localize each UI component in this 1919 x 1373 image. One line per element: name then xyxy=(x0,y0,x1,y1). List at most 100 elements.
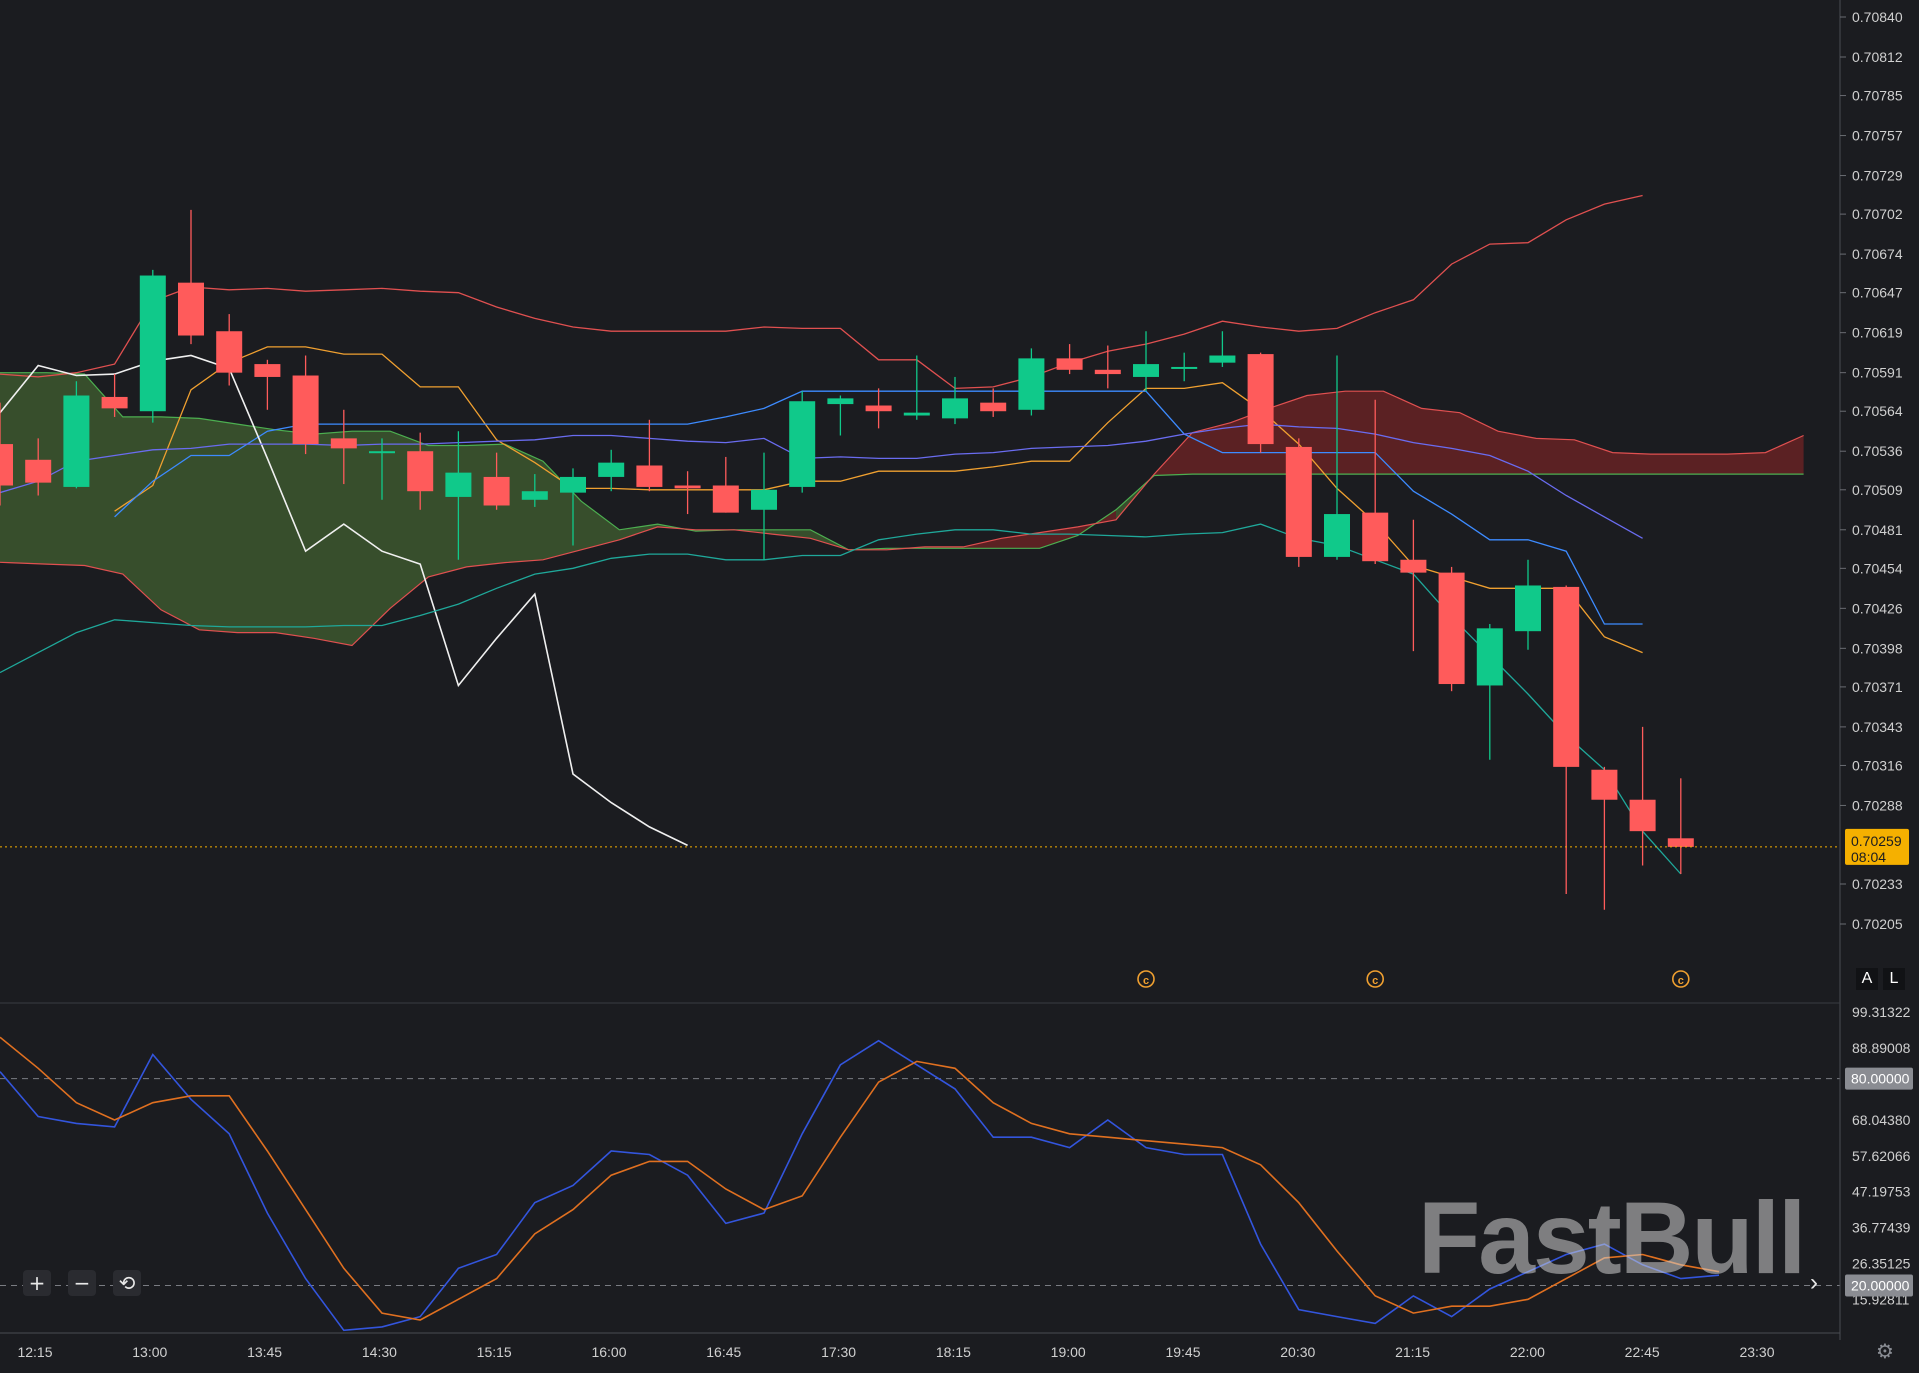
log-scale-button[interactable]: L xyxy=(1883,968,1905,990)
price-tick-label: 0.70398 xyxy=(1852,640,1903,656)
price-tick-label: 0.70343 xyxy=(1852,719,1903,735)
candle-body xyxy=(1591,769,1618,800)
candle-body xyxy=(674,485,701,489)
time-tick-label: 18:15 xyxy=(936,1344,971,1360)
candle-body xyxy=(1438,572,1465,685)
price-tick-label: 0.70702 xyxy=(1852,206,1903,222)
osc-tick-label: 36.77439 xyxy=(1852,1220,1911,1236)
osc-level-tag xyxy=(1845,1067,1913,1090)
candle-body xyxy=(1094,369,1121,375)
candle-body xyxy=(1476,628,1503,686)
cloud-span-b xyxy=(0,390,1804,647)
event-marker-glyph: c xyxy=(1678,975,1684,987)
candle-body xyxy=(712,485,739,513)
price-tick-label: 0.70205 xyxy=(1852,916,1903,932)
ichimoku-cloud xyxy=(0,372,1804,647)
candle-body xyxy=(865,405,892,412)
time-tick-label: 17:30 xyxy=(821,1344,856,1360)
osc-level-tag xyxy=(1845,1274,1913,1297)
price-tick-label: 0.70426 xyxy=(1852,600,1903,616)
candle-body xyxy=(63,395,90,487)
candle-body xyxy=(827,398,854,405)
reset-icon[interactable]: ⟲ xyxy=(113,1270,141,1296)
candle-body xyxy=(254,364,281,377)
candle-body xyxy=(1324,514,1350,557)
candle-body xyxy=(1667,838,1694,847)
osc-tick-label: 88.89008 xyxy=(1852,1040,1911,1056)
time-tick-label: 21:15 xyxy=(1395,1344,1430,1360)
osc-tick-label: 99.31322 xyxy=(1852,1004,1911,1020)
price-tick-label: 0.70591 xyxy=(1852,365,1903,381)
candle-body xyxy=(216,331,243,373)
candle-body xyxy=(1400,559,1427,573)
osc-stoch_k xyxy=(0,1039,1720,1332)
gear-icon[interactable]: ⚙ xyxy=(1876,1339,1894,1363)
candle-body xyxy=(1362,512,1389,562)
price-tick-label: 0.70647 xyxy=(1852,285,1903,301)
osc-tick-label: 57.62066 xyxy=(1852,1148,1911,1164)
candle-body xyxy=(980,402,1007,412)
time-tick-label: 16:00 xyxy=(591,1344,626,1360)
candle-body xyxy=(1515,585,1541,632)
line-stoch_k_mid xyxy=(0,423,1643,539)
auto-scale-button[interactable]: A xyxy=(1856,968,1878,990)
candle-body xyxy=(292,375,319,445)
current-price-label: 0.70259 xyxy=(1851,833,1902,849)
time-tick-label: 19:45 xyxy=(1165,1344,1200,1360)
candle-body xyxy=(1553,586,1580,767)
price-tick-label: 0.70619 xyxy=(1852,325,1903,341)
osc-tick-label: 26.35125 xyxy=(1852,1256,1911,1272)
time-tick-label: 19:00 xyxy=(1051,1344,1086,1360)
time-tick-label: 23:30 xyxy=(1739,1344,1774,1360)
cloud-bullish xyxy=(772,529,925,550)
candle-body xyxy=(903,412,930,416)
price-tick-label: 0.70674 xyxy=(1852,246,1903,262)
time-tick-label: 15:15 xyxy=(477,1344,512,1360)
price-tick-label: 0.70371 xyxy=(1852,679,1903,695)
candle-body xyxy=(369,451,395,454)
candle-body xyxy=(751,489,777,510)
cloud-bullish xyxy=(0,372,696,646)
candle-body xyxy=(139,275,166,412)
time-tick-label: 14:30 xyxy=(362,1344,397,1360)
candle-body xyxy=(1018,358,1045,410)
candle-body xyxy=(789,401,816,487)
price-tick-label: 0.70840 xyxy=(1852,9,1903,25)
price-tick-label: 0.70536 xyxy=(1852,443,1903,459)
zoom-in-button[interactable]: + xyxy=(23,1270,51,1296)
time-tick-label: 20:30 xyxy=(1280,1344,1315,1360)
price-tick-label: 0.70564 xyxy=(1852,403,1903,419)
candle-body xyxy=(0,444,13,486)
candle-body xyxy=(483,476,510,506)
candle-body xyxy=(1133,364,1159,377)
price-tick-label: 0.70233 xyxy=(1852,876,1903,892)
price-tick-label: 0.70729 xyxy=(1852,168,1903,184)
current-price-tag xyxy=(1845,828,1909,865)
price-tick-label: 0.70288 xyxy=(1852,797,1903,813)
candle-body xyxy=(101,396,128,409)
candle-body xyxy=(445,472,472,497)
candle-body xyxy=(560,476,586,493)
countdown-label: 08:04 xyxy=(1851,849,1886,865)
candle-body xyxy=(1056,358,1083,370)
event-marker-icon[interactable] xyxy=(1366,970,1384,988)
chevron-right-icon[interactable]: › xyxy=(1810,1269,1818,1296)
time-tick-label: 22:45 xyxy=(1625,1344,1660,1360)
candle-body xyxy=(25,459,52,483)
event-marker-glyph: c xyxy=(1143,975,1149,987)
osc-tick-label: 47.19753 xyxy=(1852,1184,1911,1200)
candlesticks[interactable] xyxy=(0,209,1694,910)
cloud-bearish xyxy=(1154,391,1804,476)
candle-body xyxy=(636,465,663,487)
line-bollinger_upper xyxy=(0,194,1643,390)
candle-body xyxy=(407,451,434,492)
event-marker-icon[interactable] xyxy=(1672,970,1690,988)
zoom-out-button[interactable]: − xyxy=(68,1270,96,1296)
candle-body xyxy=(1285,446,1312,557)
price-tick-label: 0.70509 xyxy=(1852,482,1903,498)
brand-watermark: FastBull xyxy=(1418,1181,1806,1295)
event-marker-icon[interactable] xyxy=(1137,970,1155,988)
